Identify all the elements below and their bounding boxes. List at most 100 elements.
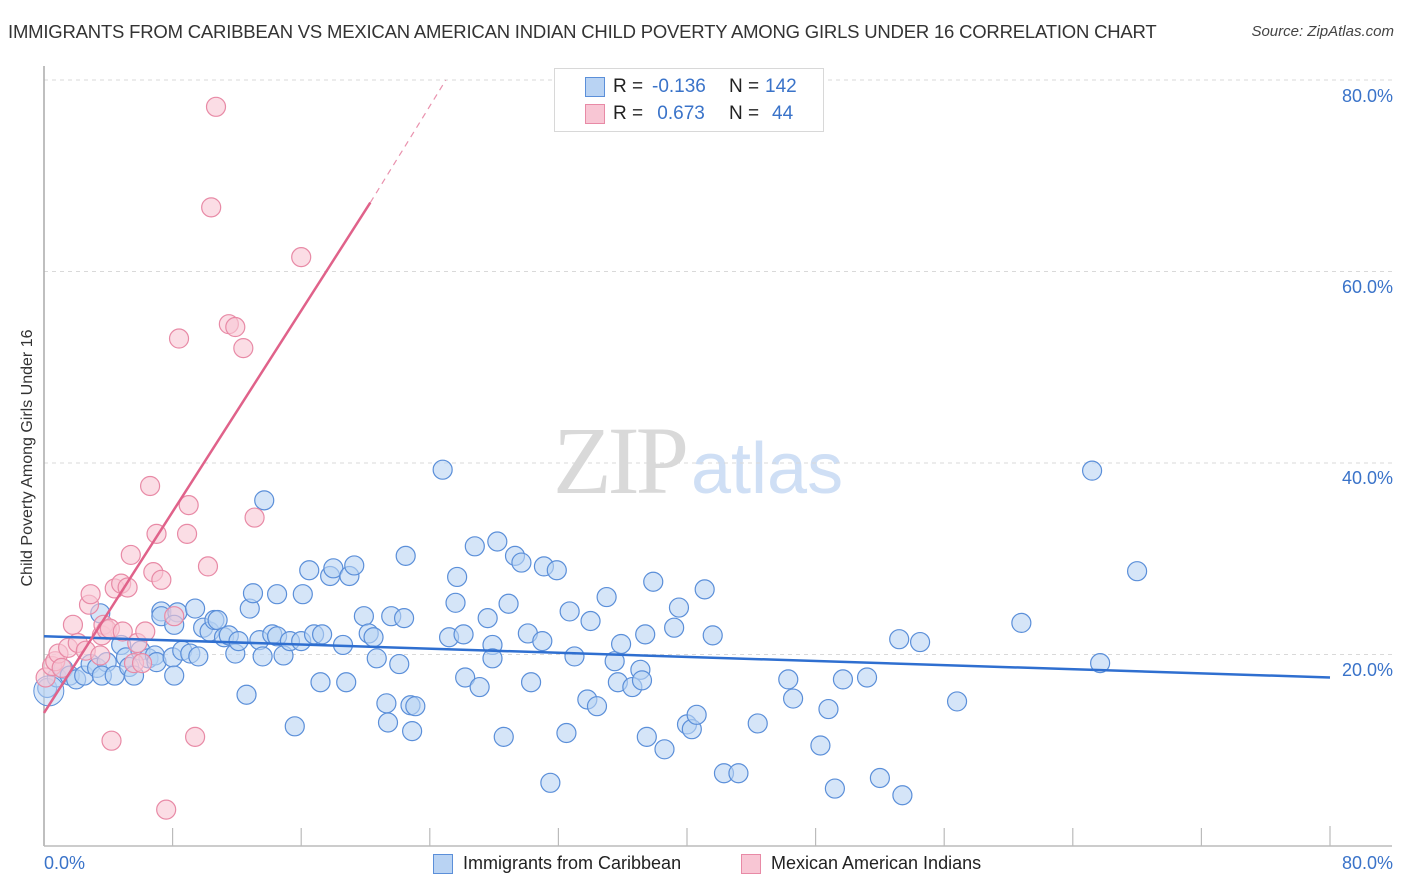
data-point bbox=[810, 735, 831, 756]
y-tick-60: 60.0% bbox=[1341, 277, 1393, 297]
n-label: N = bbox=[729, 76, 760, 97]
data-point bbox=[131, 653, 153, 674]
trend-lines bbox=[42, 79, 1331, 714]
n-value-caribbean: 142 bbox=[765, 76, 797, 97]
data-point bbox=[909, 631, 931, 653]
data-point bbox=[686, 704, 707, 725]
data-point bbox=[631, 670, 653, 691]
data-point bbox=[139, 475, 161, 497]
data-point bbox=[244, 507, 265, 528]
stats-row-caribbean: R = -0.136 N = 142 bbox=[555, 73, 823, 101]
data-point bbox=[559, 601, 580, 622]
data-point bbox=[482, 648, 503, 669]
data-point bbox=[176, 523, 198, 544]
data-point bbox=[101, 730, 122, 751]
data-point bbox=[178, 495, 199, 516]
data-point bbox=[51, 657, 72, 679]
data-point bbox=[464, 536, 485, 557]
data-point bbox=[353, 606, 374, 627]
r-value-caribbean: -0.136 bbox=[652, 76, 706, 97]
data-point bbox=[135, 621, 156, 642]
data-point bbox=[455, 667, 476, 688]
data-point bbox=[453, 624, 474, 645]
chart-title: IMMIGRANTS FROM CARIBBEAN VS MEXICAN AME… bbox=[8, 21, 1157, 42]
data-point bbox=[889, 629, 910, 650]
gridlines bbox=[44, 79, 1392, 655]
y-tick-80: 80.0% bbox=[1341, 86, 1393, 106]
data-point bbox=[856, 667, 878, 688]
data-point bbox=[185, 598, 206, 619]
series-immigrants-from-caribbean bbox=[33, 459, 1148, 806]
data-point bbox=[117, 577, 138, 598]
data-point bbox=[445, 592, 466, 613]
data-point bbox=[188, 646, 209, 667]
data-point bbox=[469, 676, 490, 698]
data-point bbox=[546, 560, 567, 581]
data-point bbox=[252, 646, 273, 667]
data-point bbox=[1081, 460, 1103, 481]
pink-swatch-icon bbox=[741, 853, 761, 874]
data-point bbox=[540, 772, 561, 793]
data-point bbox=[402, 720, 423, 742]
data-point bbox=[62, 614, 84, 635]
data-point bbox=[818, 698, 839, 720]
chart-legend: Immigrants from Caribbean Mexican Americ… bbox=[0, 853, 1406, 877]
data-point bbox=[254, 490, 275, 511]
data-point bbox=[664, 617, 685, 638]
data-point bbox=[1126, 561, 1148, 582]
data-point bbox=[242, 583, 264, 604]
n-value-mexican-american-indians: 44 bbox=[772, 103, 794, 124]
r-label: R = bbox=[613, 76, 644, 97]
data-point bbox=[393, 608, 415, 629]
data-point bbox=[120, 544, 141, 566]
data-point bbox=[225, 316, 246, 338]
data-point bbox=[511, 552, 532, 573]
data-point bbox=[1011, 612, 1032, 634]
data-point bbox=[747, 713, 768, 734]
series-mexican-american-indians bbox=[35, 96, 312, 820]
legend-item-caribbean[interactable]: Immigrants from Caribbean bbox=[433, 853, 681, 874]
data-point bbox=[824, 778, 845, 799]
data-point bbox=[782, 688, 804, 709]
r-label: R = bbox=[613, 103, 644, 124]
data-point bbox=[284, 716, 305, 737]
r-value-mexican-american-indians: 0.673 bbox=[652, 103, 705, 124]
stats-row-mexican-american-indians: R = 0.673 N = 44 bbox=[555, 100, 823, 128]
data-point bbox=[728, 763, 749, 784]
data-point bbox=[892, 785, 913, 806]
data-point bbox=[233, 338, 254, 359]
data-point bbox=[164, 606, 185, 627]
data-point bbox=[299, 560, 320, 581]
data-point bbox=[668, 597, 690, 618]
data-point bbox=[564, 646, 585, 667]
data-point bbox=[405, 696, 426, 717]
data-point bbox=[580, 610, 601, 632]
data-point bbox=[636, 726, 657, 747]
data-point bbox=[586, 696, 608, 717]
data-point bbox=[389, 653, 410, 675]
correlation-stats-box: R = -0.136 N = 142 R = 0.673 N = 44 bbox=[554, 68, 824, 132]
legend-item-mexican-american-indians[interactable]: Mexican American Indians bbox=[741, 853, 981, 874]
data-point bbox=[778, 669, 799, 690]
data-point bbox=[201, 197, 222, 218]
data-point bbox=[376, 693, 397, 714]
data-point bbox=[156, 799, 177, 820]
data-point bbox=[197, 556, 219, 577]
data-point bbox=[185, 726, 206, 747]
trend-line-extension bbox=[369, 79, 447, 203]
data-point bbox=[205, 96, 227, 117]
data-point bbox=[643, 571, 664, 592]
data-point bbox=[395, 545, 416, 566]
axis-lines bbox=[43, 66, 1392, 847]
data-point bbox=[832, 669, 854, 690]
data-point bbox=[487, 531, 508, 552]
data-point bbox=[236, 684, 257, 705]
data-point bbox=[556, 722, 577, 744]
n-label: N = bbox=[729, 103, 760, 124]
data-point bbox=[311, 624, 333, 645]
y-tick-20: 20.0% bbox=[1341, 660, 1393, 680]
data-point bbox=[493, 726, 514, 747]
data-point bbox=[477, 608, 498, 629]
data-point bbox=[447, 566, 468, 588]
data-point bbox=[596, 586, 617, 608]
